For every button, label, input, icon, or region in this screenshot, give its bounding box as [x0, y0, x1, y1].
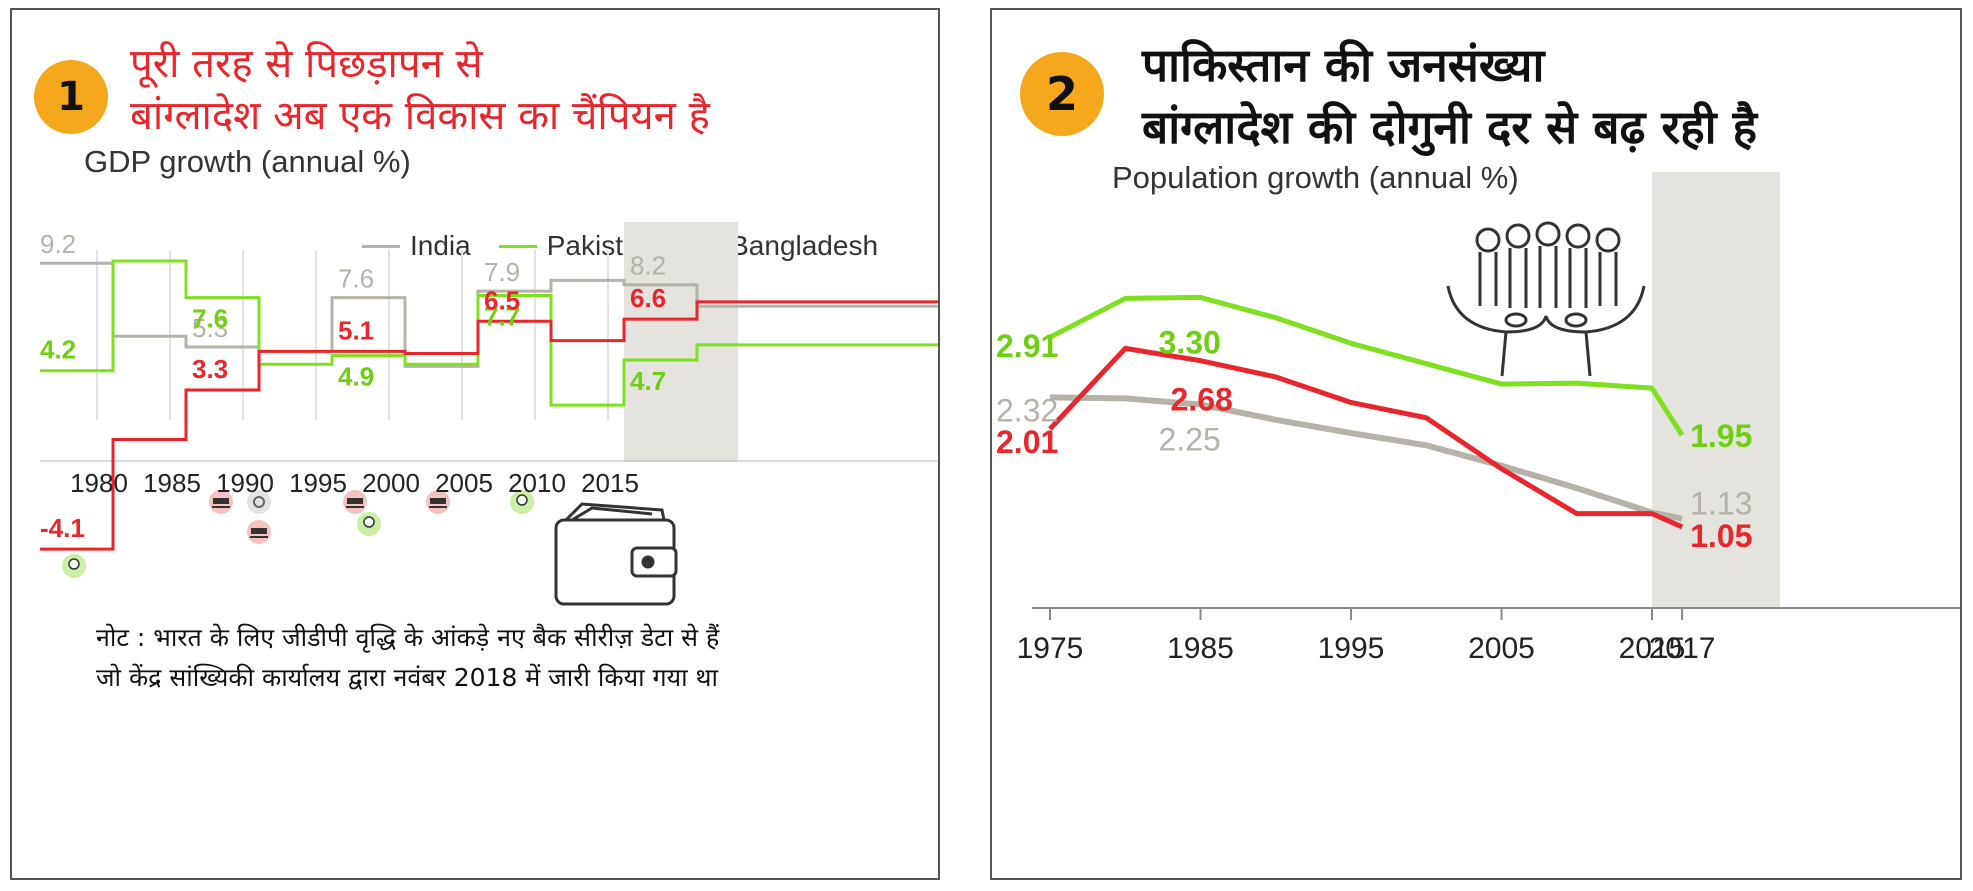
x-tick-label: 1995	[1318, 632, 1385, 665]
legend-label-bangladesh: Bangladesh	[730, 230, 879, 261]
sun-icon	[247, 490, 271, 514]
data-label-bangladesh: 2.01	[996, 424, 1058, 460]
series-line-pakistan	[1048, 294, 1685, 437]
event-icons	[62, 490, 534, 578]
x-tick-label: 2015	[1619, 632, 1686, 665]
panel-heading-line2: बांग्लादेश अब एक विकास का चैंपियन है	[130, 93, 710, 139]
x-tick-label: 1995	[289, 468, 347, 498]
data-label-india: 9.2	[40, 229, 76, 259]
x-tick-label: 2005	[1468, 632, 1535, 665]
x-tick-label: 2017	[1649, 632, 1716, 665]
gdp-growth-panel: 1 पूरी तरह से पिछड़ापन से बांग्लादेश अब …	[10, 8, 940, 880]
series-line-pakistan	[40, 259, 938, 407]
x-tick-label: 2010	[508, 468, 566, 498]
data-label-india: 7.9	[484, 257, 520, 287]
data-label-bangladesh: 3.3	[192, 354, 228, 384]
panel-heading-line2: बांग्लादेश की दोगुनी दर से बढ़ रही है	[1142, 100, 1758, 154]
data-label-bangladesh: 2.68	[1171, 382, 1233, 418]
panel-number-badge: 2	[1020, 52, 1104, 136]
chart-note-line2: जो केंद्र सांख्यिकी कार्यालय द्वारा नवंब…	[96, 663, 718, 692]
chart-subtitle: GDP growth (annual %)	[84, 144, 411, 179]
leader-icon	[357, 512, 381, 536]
x-tick-label: 1975	[1017, 632, 1084, 665]
panel-heading-line1: पूरी तरह से पिछड़ापन से	[130, 41, 483, 87]
data-label-india: 5.3	[192, 313, 228, 343]
data-label-bangladesh: 6.5	[484, 285, 520, 315]
x-tick-label: 2015	[581, 468, 639, 498]
data-label-bangladesh: 5.1	[338, 315, 374, 345]
data-label-india: 2.32	[996, 392, 1058, 428]
leader-icon	[62, 554, 86, 578]
data-label-pakistan: 7.6	[192, 304, 228, 334]
x-tick-label: 2005	[435, 468, 493, 498]
data-label-india: 7.6	[338, 264, 374, 294]
data-label-india: 8.2	[630, 251, 666, 281]
data-label-pakistan: 7.7	[484, 301, 520, 331]
series-line-india	[1049, 394, 1683, 522]
x-tick-label: 1985	[143, 468, 201, 498]
legend-item-india: India	[362, 230, 471, 262]
protest-icon	[343, 490, 367, 514]
people-in-hands-icon	[1446, 221, 1646, 377]
panel-heading-line1: पाकिस्तान की जनसंख्या	[1142, 38, 1545, 92]
protest-icon	[426, 490, 450, 514]
data-label-pakistan: 4.7	[630, 366, 666, 396]
series-line-bangladesh	[1048, 345, 1684, 530]
data-label-pakistan: 1.95	[1690, 418, 1752, 454]
shaded-region	[1652, 172, 1780, 608]
data-label-india: 1.13	[1690, 486, 1752, 522]
legend-label-india: India	[410, 230, 471, 261]
data-label-india: 2.25	[1159, 422, 1221, 458]
data-label-pakistan: 3.30	[1159, 324, 1221, 360]
protest-icon	[209, 490, 233, 514]
protest-icon	[247, 520, 271, 544]
data-label-bangladesh: -4.1	[40, 513, 85, 543]
data-label-pakistan: 2.91	[996, 328, 1058, 364]
data-label-bangladesh: 1.05	[1690, 518, 1752, 554]
leader-icon	[510, 490, 534, 514]
x-tick-label: 1990	[216, 468, 274, 498]
wallet-icon	[554, 502, 678, 606]
gdp-growth-chart: 1980 1985 1990 1995 2000 2005 2010 20159.25.37.…	[40, 222, 938, 606]
x-tick-label: 2000	[362, 468, 420, 498]
series-line-bangladesh	[40, 300, 938, 551]
shaded-region	[624, 222, 738, 462]
panel-number-badge: 1	[34, 60, 108, 134]
data-label-pakistan: 4.9	[338, 362, 374, 392]
data-label-bangladesh: 6.6	[630, 283, 666, 313]
series-line-india	[40, 261, 938, 368]
x-tick-label: 1985	[1167, 632, 1234, 665]
chart-note-line1: नोट : भारत के लिए जीडीपी वृद्धि के आंकड़…	[96, 623, 720, 652]
data-label-pakistan: 4.2	[40, 335, 76, 365]
population-growth-panel: 2 पाकिस्तान की जनसंख्या बांग्लादेश की दो…	[990, 8, 1962, 880]
chart-subtitle: Population growth (annual %)	[1112, 160, 1519, 195]
x-tick-label: 1980	[70, 468, 128, 498]
